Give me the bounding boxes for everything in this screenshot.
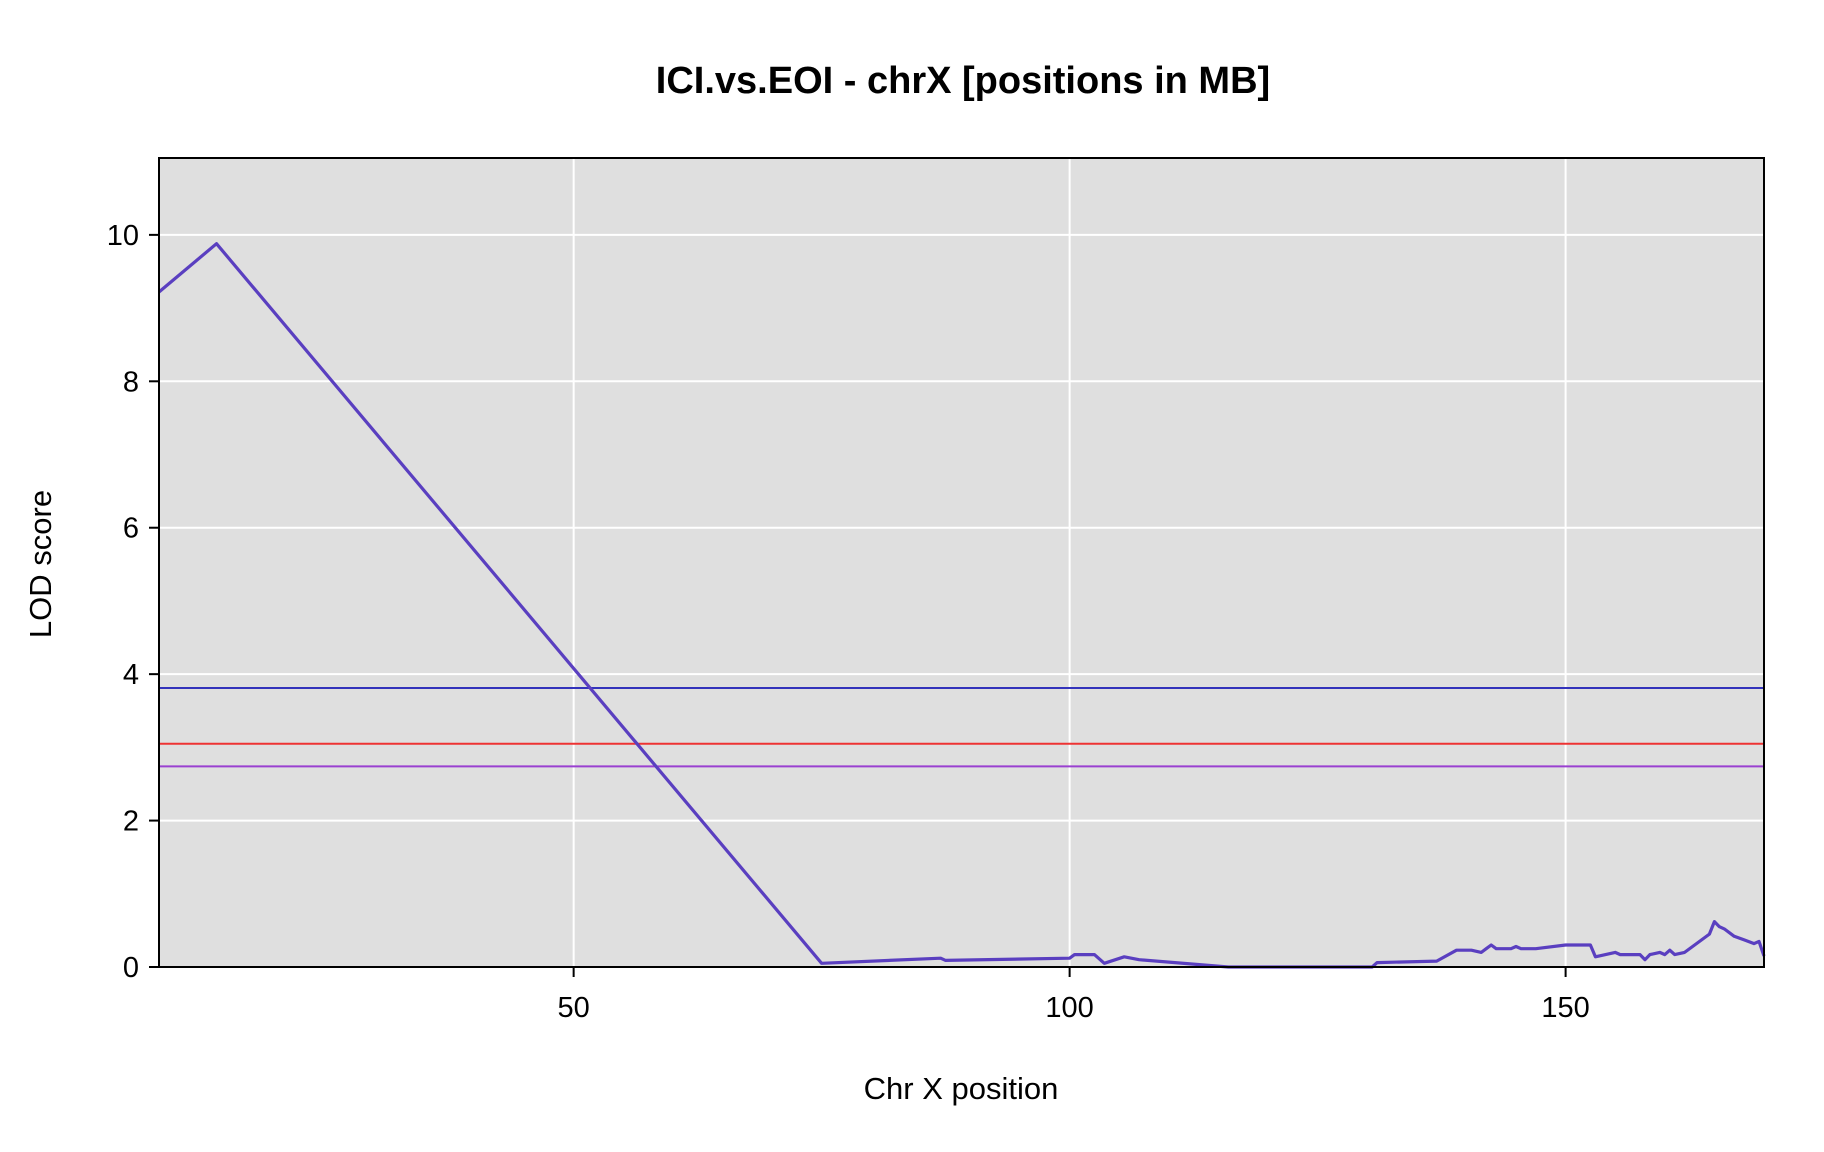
- y-tick-label-10: 10: [107, 220, 139, 252]
- y-tick-label-2: 2: [123, 806, 139, 838]
- x-tick-label-50: 50: [558, 992, 590, 1024]
- x-axis-label: Chr X position: [864, 1071, 1059, 1106]
- y-tick-label-4: 4: [123, 659, 139, 691]
- threshold-lines: [159, 687, 1764, 768]
- y-axis-label: LOD score: [23, 490, 58, 638]
- y-tick-label-8: 8: [123, 366, 139, 398]
- plot-frame: [158, 157, 1765, 968]
- y-tick-label-6: 6: [123, 513, 139, 545]
- x-axis-ticks: 50 100 150: [558, 967, 1590, 1024]
- chart-title: ICI.vs.EOI - chrX [positions in MB]: [656, 60, 1270, 102]
- x-tick-label-100: 100: [1045, 992, 1093, 1024]
- plot-panel: [159, 158, 1764, 967]
- y-tick-label-0: 0: [123, 952, 139, 984]
- y-axis-ticks: 0 2 4 6 8 10: [107, 220, 159, 984]
- lod-series-line: [157, 242, 1766, 969]
- x-tick-label-150: 150: [1541, 992, 1589, 1024]
